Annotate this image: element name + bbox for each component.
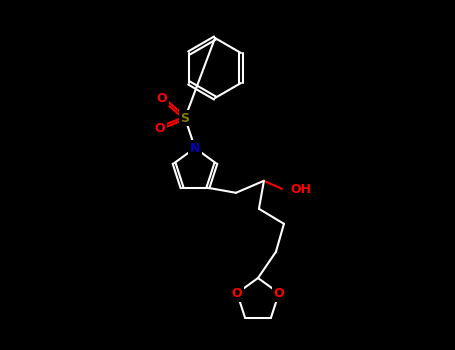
Text: O: O <box>157 91 167 105</box>
Text: S: S <box>181 112 189 125</box>
Text: O: O <box>273 287 284 300</box>
Text: N: N <box>190 141 200 154</box>
Text: O: O <box>232 287 243 300</box>
Text: OH: OH <box>290 183 311 196</box>
Text: O: O <box>155 121 165 134</box>
